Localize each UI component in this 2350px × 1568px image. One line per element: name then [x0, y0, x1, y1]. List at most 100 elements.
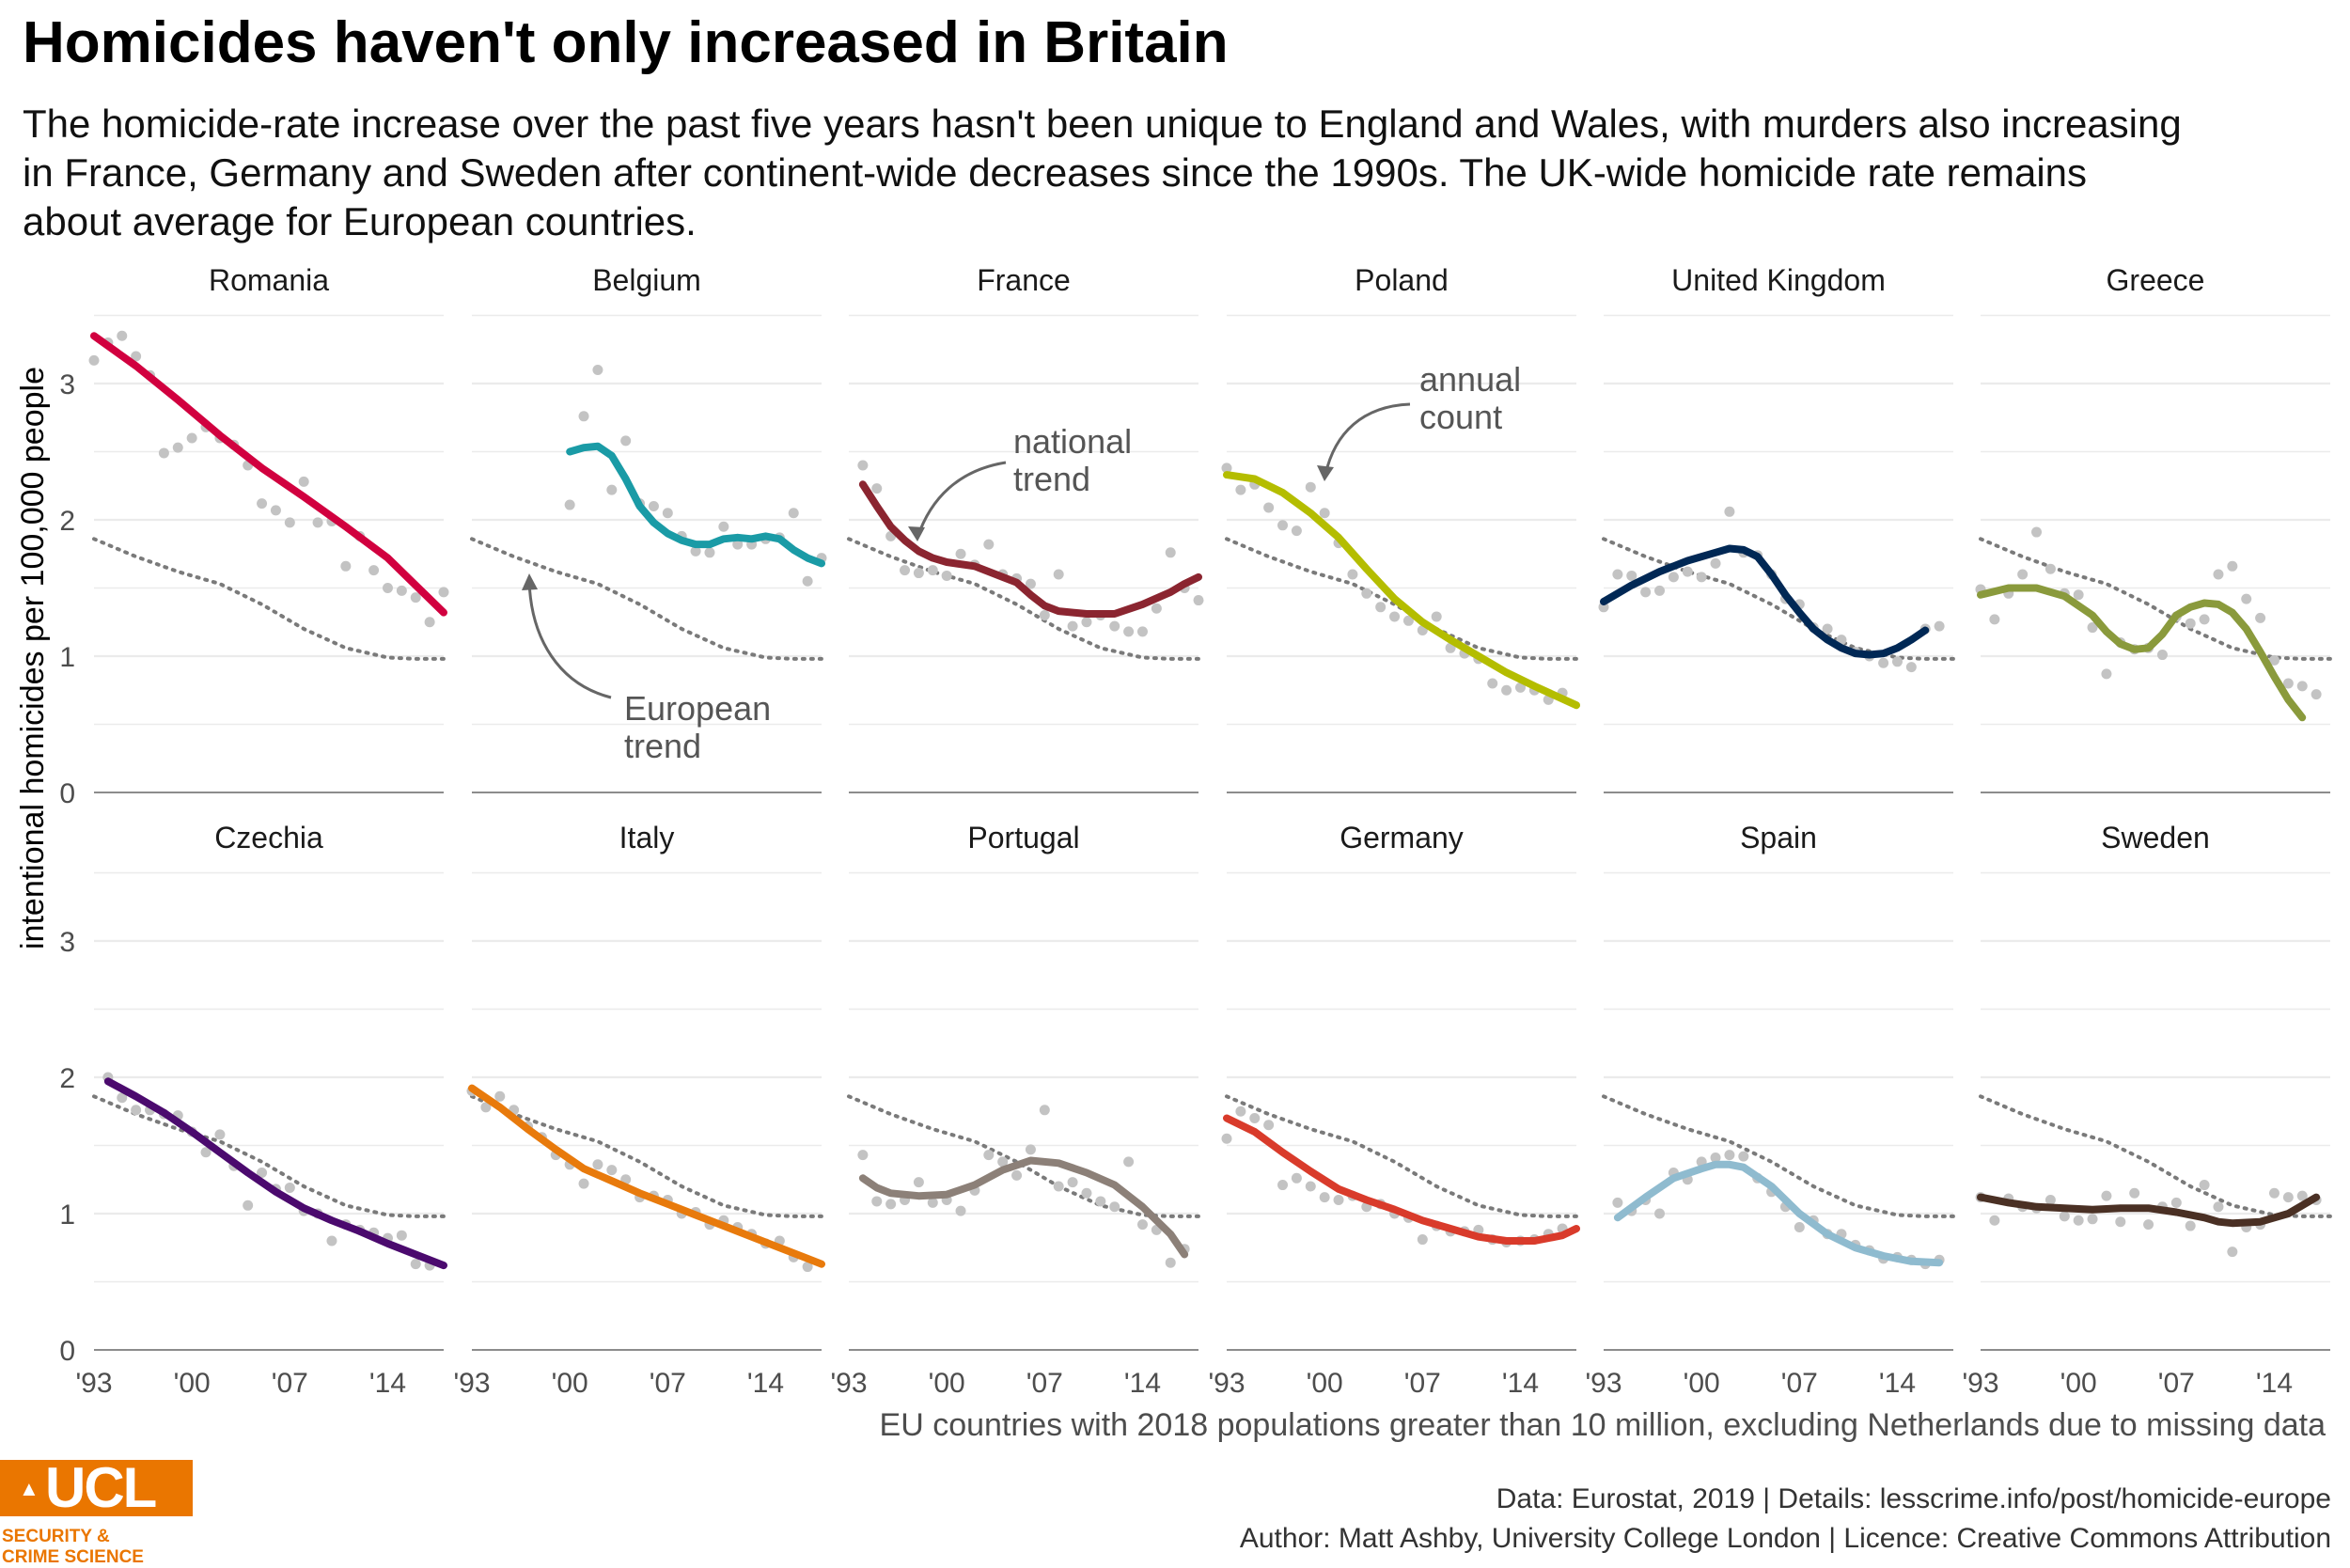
european-trend-line: [1225, 537, 1578, 661]
annotation-annual-arrowhead: [1317, 465, 1334, 481]
x-tick-label: '07: [1026, 1368, 1063, 1399]
annual-count-point: [1878, 657, 1889, 668]
annual-count-point: [885, 1199, 897, 1210]
annual-count-point: [172, 442, 183, 453]
annual-count-point: [1738, 1151, 1749, 1162]
annual-count-point: [1375, 602, 1386, 613]
annual-count-point: [620, 435, 632, 447]
annual-count-point: [941, 570, 952, 581]
annual-count-point: [131, 1105, 142, 1116]
annual-count-point: [1989, 1215, 2000, 1226]
annotation-national-line1: national: [1013, 422, 1132, 461]
annotation-national-trend: national trend: [908, 422, 1132, 541]
national-trend-line-romania: [90, 332, 447, 617]
annual-count-point: [2156, 650, 2168, 661]
annual-count-point: [1291, 525, 1302, 537]
annual-count-point: [257, 498, 268, 510]
annual-count-point: [257, 1168, 268, 1178]
annual-count-point: [1067, 620, 1078, 632]
annual-count-point: [2044, 563, 2056, 574]
annual-count-point: [270, 505, 281, 516]
annual-count-point: [606, 1165, 618, 1176]
annual-count-point: [1235, 484, 1246, 495]
annual-count-point: [2031, 526, 2043, 538]
annual-count-point: [243, 1200, 254, 1211]
caption-line-2: Author: Matt Ashby, University College L…: [1239, 1523, 2331, 1554]
panel-greece: Greece: [1975, 263, 2332, 793]
annotation-annual-arrow: [1324, 402, 1411, 476]
annual-count-point: [1011, 1169, 1023, 1181]
annotation-national-arrowhead: [908, 526, 925, 541]
annual-count-point: [1305, 1181, 1316, 1192]
annual-count-point: [480, 1102, 492, 1113]
annual-count-point: [1221, 463, 1232, 474]
annual-count-point: [913, 568, 924, 579]
ucl-logo-subtitle-line2: CRIME SCIENCE: [2, 1547, 144, 1567]
annual-count-point: [1039, 610, 1050, 620]
x-tick-label: '93: [1208, 1368, 1245, 1399]
panel-spain: Spain '93 '00 '07 '14: [1585, 821, 1955, 1399]
annual-count-point: [2087, 622, 2098, 634]
annual-count-point: [1794, 1222, 1805, 1232]
annual-count-point: [1905, 662, 1917, 673]
x-tick-label: '07: [1404, 1368, 1441, 1399]
x-tick-label: '00: [1307, 1368, 1343, 1399]
annual-count-point: [732, 539, 744, 550]
panel-title-romania: Romania: [209, 263, 329, 297]
annual-count-point: [1095, 1196, 1106, 1207]
annotation-european-line2: trend: [624, 727, 701, 765]
annual-count-point: [424, 617, 435, 628]
annual-count-point: [997, 1156, 1009, 1168]
annual-count-point: [214, 1129, 226, 1140]
annual-count-point: [117, 330, 128, 341]
annual-count-point: [1249, 1113, 1261, 1123]
annual-count-point: [1333, 1195, 1344, 1205]
annual-count-point: [368, 565, 380, 576]
european-trend-line: [92, 537, 446, 661]
annual-count-point: [2073, 1215, 2084, 1226]
annual-count-point: [2101, 1190, 2112, 1201]
panel-italy: Italy '93 '00 '07 '14: [453, 821, 825, 1399]
annual-count-point: [1514, 682, 1526, 693]
x-axis-note: EU countries with 2018 populations great…: [880, 1407, 2326, 1443]
annual-count-point: [2213, 569, 2224, 580]
annual-count-point: [983, 1150, 995, 1161]
x-tick-label: '14: [1502, 1368, 1539, 1399]
national-trend-line-sweden: [1977, 1193, 2321, 1228]
annual-count-point: [1640, 587, 1652, 598]
annual-count-point: [578, 1178, 589, 1189]
annual-count-point: [1151, 603, 1162, 614]
national-trend-line-greece: [1977, 584, 2307, 722]
panel-poland: Poland: [1221, 263, 1580, 793]
panel-title-spain: Spain: [1740, 821, 1817, 855]
caption: Data: Eurostat, 2019 | Details: lesscrim…: [1240, 1480, 2331, 1559]
annual-count-point: [1710, 557, 1721, 569]
x-tick-label: '14: [369, 1368, 406, 1399]
x-tick-label: '93: [75, 1368, 112, 1399]
annual-count-point: [1668, 572, 1679, 583]
national-trend-line-italy: [468, 1084, 825, 1268]
annual-count-point: [298, 476, 309, 487]
annual-count-point: [1193, 595, 1204, 606]
annual-count-point: [2101, 668, 2112, 680]
european-trend-line: [92, 1094, 446, 1218]
annual-count-point: [2143, 1219, 2154, 1231]
y-tick-label: 0: [59, 778, 75, 809]
x-tick-label: '00: [1684, 1368, 1720, 1399]
y-tick-label: 3: [59, 927, 75, 958]
european-trend-line: [1602, 537, 1955, 661]
annual-count-point: [2087, 1214, 2098, 1225]
annual-count-point: [312, 517, 323, 528]
panel-title-portugal: Portugal: [967, 821, 1079, 855]
x-tick-label: '14: [1124, 1368, 1161, 1399]
x-tick-label: '93: [1962, 1368, 1998, 1399]
annual-count-point: [1277, 1180, 1289, 1191]
x-tick-label: '14: [747, 1368, 784, 1399]
annual-count-point: [1221, 1133, 1232, 1144]
annual-count-point: [857, 1150, 869, 1161]
panel-title-czechia: Czechia: [214, 821, 323, 855]
panel-title-italy: Italy: [619, 821, 675, 855]
annual-count-point: [1109, 1201, 1120, 1213]
annual-count-point: [2073, 589, 2084, 601]
y-tick-label: 2: [59, 1063, 75, 1094]
